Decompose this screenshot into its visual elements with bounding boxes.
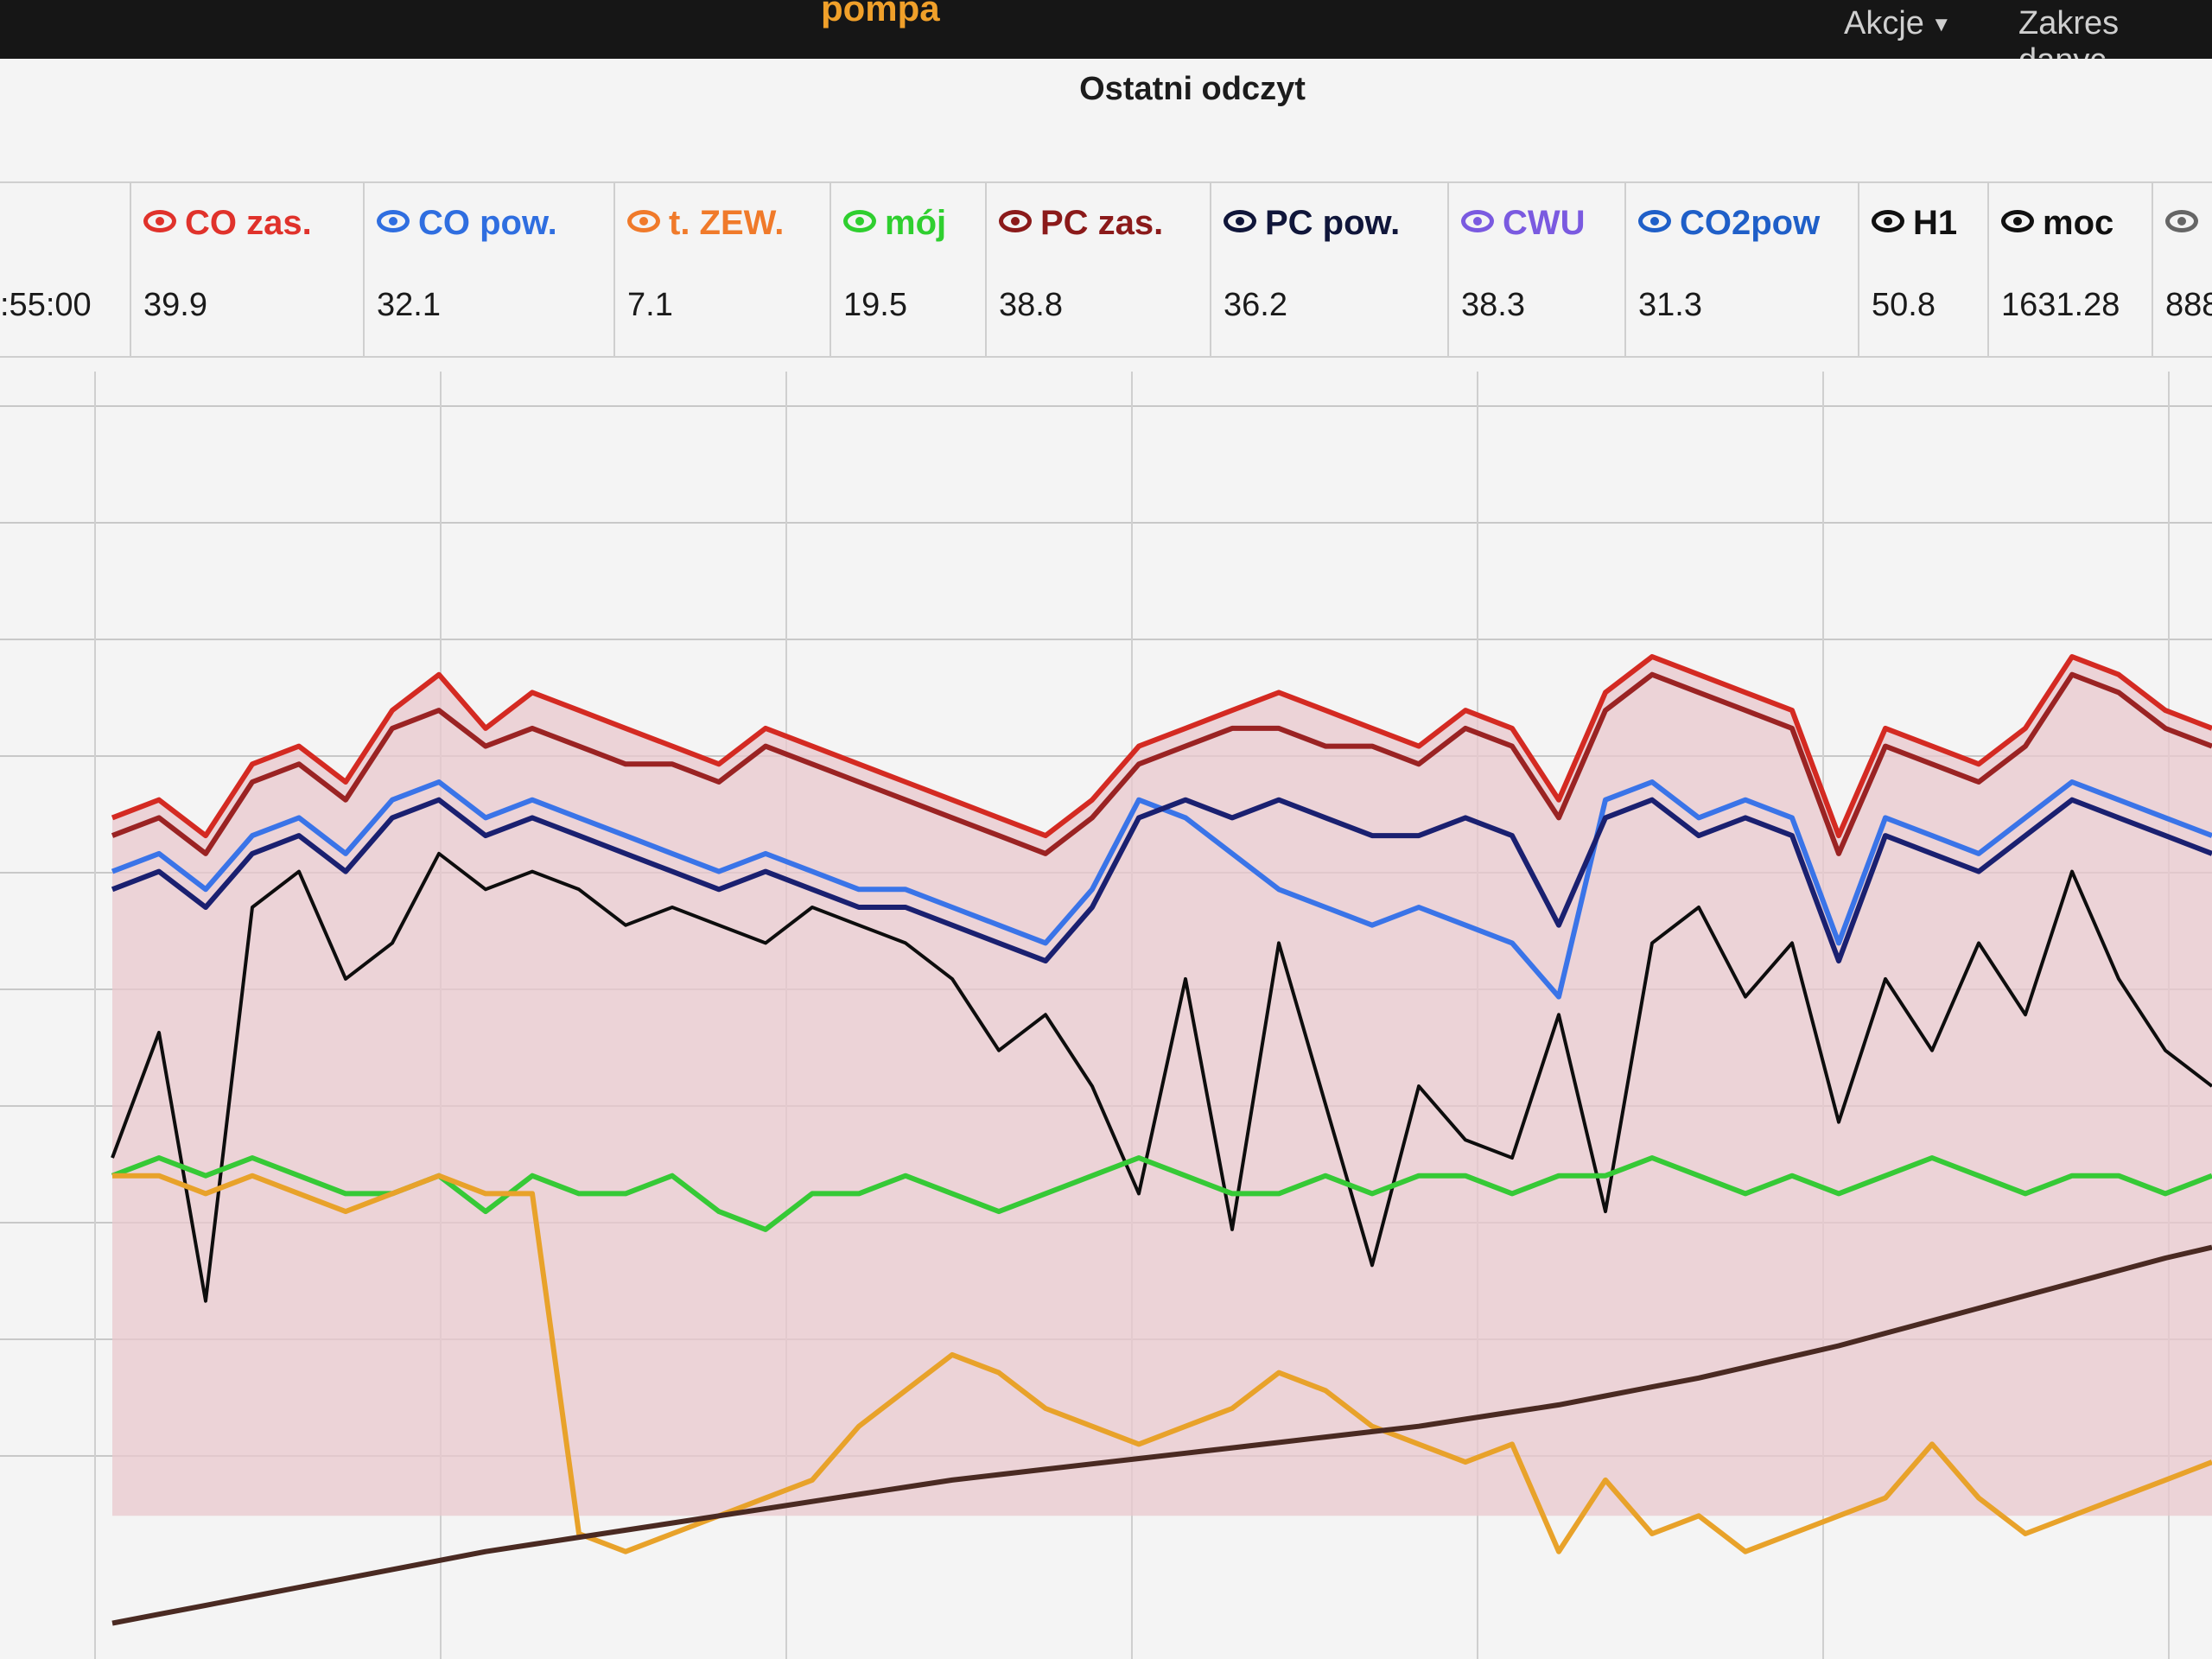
series-value: 38.3 xyxy=(1461,287,1525,323)
actions-dropdown[interactable]: Akcje ▼ xyxy=(1844,5,1952,42)
series-toggle-header[interactable]: PC pow. xyxy=(1211,204,1449,243)
series-value: 32.1 xyxy=(377,287,441,323)
time-column: :55:00 xyxy=(0,183,130,356)
series-label: PC pow. xyxy=(1265,204,1401,242)
series-toggle-header[interactable]: t. ZEW. xyxy=(615,204,831,243)
actions-label: Akcje xyxy=(1844,5,1924,41)
series-toggle-header[interactable]: CO2pow xyxy=(1626,204,1859,243)
series-toggle-header[interactable]: PC zas. xyxy=(987,204,1211,243)
eye-icon xyxy=(1224,210,1256,233)
chart-series xyxy=(111,654,2212,1626)
reading-column: CO zas. 39.9 xyxy=(130,183,365,356)
reading-column: CO pow. 32.1 xyxy=(363,183,615,356)
reading-column: PC zas. 38.8 xyxy=(985,183,1211,356)
eye-icon xyxy=(627,210,660,233)
series-line-5[interactable] xyxy=(111,1155,2212,1232)
series-value: 1631.28 xyxy=(2001,287,2120,323)
series-line-2[interactable] xyxy=(111,671,2212,856)
eye-icon xyxy=(1461,210,1494,233)
series-value: 7.1 xyxy=(627,287,673,323)
eye-icon xyxy=(843,210,876,233)
series-label: moc xyxy=(2043,204,2114,242)
series-value: 31.3 xyxy=(1638,287,1702,323)
eye-icon xyxy=(2001,210,2034,233)
series-value: 19.5 xyxy=(843,287,907,323)
reading-column: moc 1631.28 xyxy=(1987,183,2153,356)
series-value: 50.8 xyxy=(1872,287,1936,323)
reading-column: mój 19.5 xyxy=(830,183,987,356)
eye-icon xyxy=(377,210,410,233)
sensor-line-chart xyxy=(0,372,2212,1659)
eye-icon xyxy=(999,210,1032,233)
reading-time: :55:00 xyxy=(0,287,92,323)
eye-icon xyxy=(1872,210,1904,233)
series-value: 39.9 xyxy=(143,287,207,323)
series-line-3[interactable] xyxy=(111,797,2212,964)
series-value: 38.8 xyxy=(999,287,1063,323)
reading-column: PC pow. 36.2 xyxy=(1210,183,1449,356)
eye-icon xyxy=(2165,210,2198,233)
reading-column: 888 xyxy=(2152,183,2212,356)
series-value: 36.2 xyxy=(1224,287,1287,323)
series-label: CO2pow xyxy=(1680,204,1821,242)
series-value: 888 xyxy=(2165,287,2212,323)
series-label: mój xyxy=(885,204,947,242)
caret-down-icon: ▼ xyxy=(1930,12,1952,36)
series-line-4[interactable] xyxy=(111,851,2212,1303)
series-label: H1 xyxy=(1913,204,1958,242)
series-label: t. ZEW. xyxy=(669,204,785,242)
brand-title[interactable]: pompa xyxy=(821,0,940,29)
series-toggle-header[interactable]: CO pow. xyxy=(365,204,615,243)
series-toggle-header[interactable]: CO zas. xyxy=(131,204,365,243)
series-label: CO zas. xyxy=(185,204,312,242)
series-toggle-header[interactable]: mój xyxy=(831,204,987,243)
series-label: CO pow. xyxy=(418,204,557,242)
series-toggle-header[interactable]: H1 xyxy=(1859,204,1989,243)
readings-table: :55:00 CO zas. 39.9 CO pow. 32.1 t. ZEW. 7.1 m… xyxy=(0,181,2212,358)
top-navbar: pompa Akcje▼ Zakres danyc xyxy=(0,0,2212,79)
panel-title: Ostatni odczyt xyxy=(1079,71,1306,107)
series-line-7[interactable] xyxy=(111,1244,2212,1626)
series-toggle-header[interactable] xyxy=(2153,204,2212,243)
series-toggle-header[interactable]: CWU xyxy=(1449,204,1626,243)
eye-icon xyxy=(143,210,176,233)
series-label: CWU xyxy=(1503,204,1586,242)
eye-icon xyxy=(1638,210,1671,233)
series-label: PC zas. xyxy=(1040,204,1164,242)
reading-column: H1 50.8 xyxy=(1858,183,1989,356)
series-toggle-header[interactable]: moc xyxy=(1989,204,2153,243)
reading-column: t. ZEW. 7.1 xyxy=(613,183,831,356)
series-line-0[interactable] xyxy=(111,654,2212,839)
reading-column: CO2pow 31.3 xyxy=(1624,183,1859,356)
series-line-6[interactable] xyxy=(112,1173,2212,1554)
reading-column: CWU 38.3 xyxy=(1447,183,1626,356)
